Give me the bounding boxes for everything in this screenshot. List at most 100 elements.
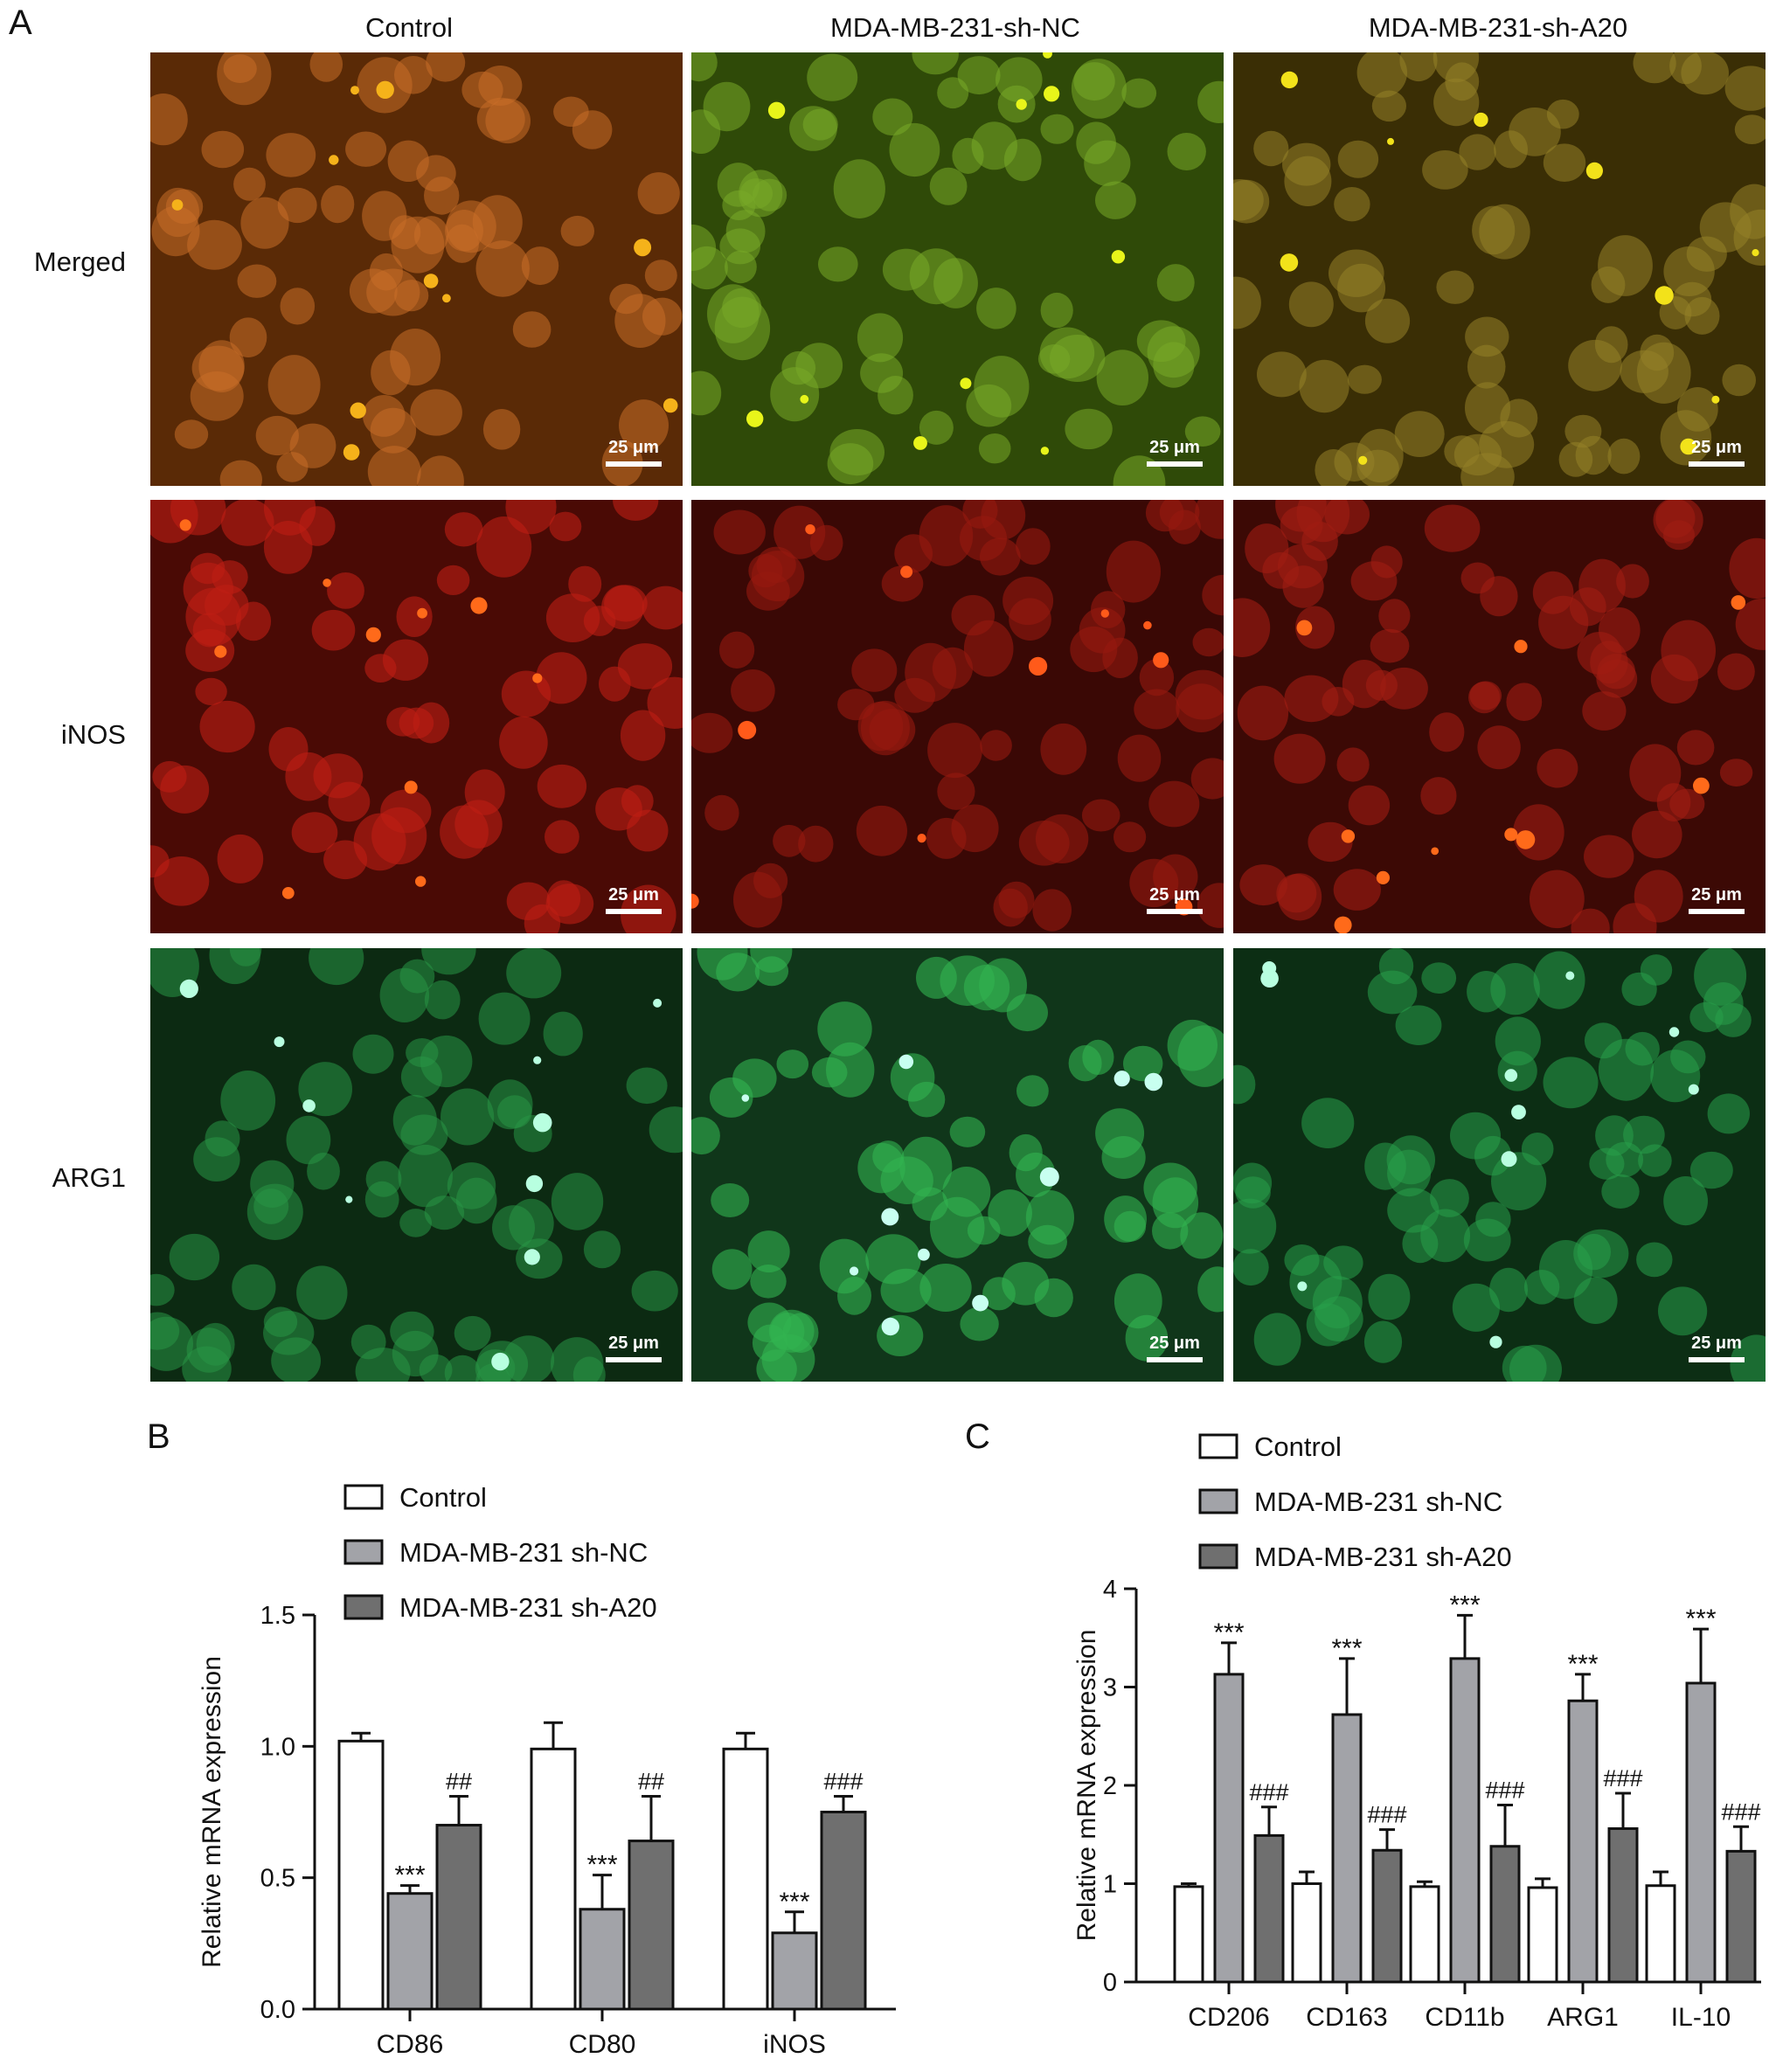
- micrograph-arg1-2: 25 μm: [691, 948, 1224, 1382]
- cell-blob: [1669, 52, 1702, 85]
- scale-bar: 25 μm: [606, 1334, 662, 1362]
- bright-spot: [1143, 620, 1152, 630]
- cell-blob: [1253, 130, 1289, 167]
- cell-blob: [1475, 1202, 1511, 1237]
- cell-blob: [1113, 821, 1147, 853]
- bright-spot: [1296, 620, 1313, 636]
- cell-blob: [1322, 687, 1355, 717]
- cell-blob: [1387, 1149, 1432, 1197]
- cell-blob: [1569, 587, 1606, 627]
- cell-blob: [1607, 438, 1641, 475]
- cell-blob: [1308, 821, 1353, 863]
- bright-spot: [442, 294, 451, 303]
- bright-spot: [350, 86, 359, 95]
- bright-spot: [179, 979, 198, 998]
- bright-spot: [1565, 971, 1575, 981]
- scale-bar-line: [1689, 909, 1745, 914]
- bright-spot: [663, 398, 678, 413]
- cell-blob: [309, 948, 364, 986]
- cell-blob: [773, 824, 806, 857]
- cell-blob: [919, 505, 974, 566]
- cell-blob: [1494, 130, 1528, 169]
- bright-spot: [1387, 137, 1394, 145]
- cell-blob: [392, 1330, 439, 1377]
- cell-blob: [967, 1216, 1001, 1245]
- cell-blob: [1197, 1266, 1224, 1313]
- cell-blob: [1337, 140, 1379, 178]
- column-title-control: Control: [365, 12, 453, 43]
- cell-blob: [1436, 270, 1474, 304]
- scale-bar: 25 μm: [1147, 885, 1203, 914]
- bright-spot: [1680, 438, 1696, 455]
- cell-blob: [286, 1115, 331, 1165]
- cell-blob: [370, 407, 417, 454]
- cell-blob: [919, 1264, 972, 1312]
- cell-blob: [223, 54, 257, 83]
- cell-blob: [174, 419, 209, 449]
- bright-spot: [1585, 162, 1603, 179]
- scale-bar: 25 μm: [1689, 885, 1745, 914]
- cell-blob: [285, 752, 332, 801]
- significance-marker: ###: [823, 1768, 863, 1794]
- cell-blob: [399, 1209, 432, 1237]
- cell-blob: [980, 730, 1012, 761]
- micrograph-arg1-3: 25 μm: [1233, 948, 1766, 1382]
- cell-blob: [642, 586, 683, 630]
- cell-blob: [691, 712, 733, 753]
- bright-spot: [343, 444, 360, 461]
- cell-blob: [978, 433, 1011, 464]
- scale-bar-label: 25 μm: [608, 885, 659, 904]
- cell-blob: [1477, 725, 1521, 770]
- cell-blob: [1365, 669, 1398, 701]
- cell-blob: [1663, 1176, 1708, 1226]
- bright-spot: [365, 627, 381, 642]
- cell-blob: [255, 415, 299, 456]
- cell-blob: [1491, 1152, 1547, 1210]
- bright-spot: [1280, 71, 1298, 89]
- cell-blob: [826, 1042, 875, 1098]
- cell-blob: [818, 246, 858, 282]
- cell-blob: [860, 700, 910, 756]
- cell-blob: [1506, 683, 1543, 721]
- cell-blob: [390, 329, 441, 386]
- legend-label: MDA-MB-231 sh-A20: [399, 1592, 657, 1623]
- bright-spot: [171, 199, 184, 211]
- cell-blob: [1081, 799, 1120, 832]
- cell-blob: [186, 1327, 232, 1373]
- cell-blob: [233, 167, 266, 201]
- cell-blob: [1192, 627, 1224, 657]
- scale-bar-line: [606, 1357, 662, 1362]
- bright-spot: [1044, 86, 1060, 102]
- cell-blob: [327, 572, 364, 609]
- cell-blob: [960, 1306, 999, 1341]
- cell-blob: [1347, 364, 1382, 394]
- cell-blob: [851, 648, 898, 692]
- bar: [771, 1931, 818, 2011]
- cell-blob: [1452, 1283, 1500, 1332]
- cell-blob: [551, 1173, 604, 1230]
- cell-blob: [307, 1153, 340, 1190]
- cell-blob: [1568, 339, 1622, 392]
- bar: [579, 1908, 626, 2011]
- cell-blob: [1467, 971, 1506, 1013]
- column-title-sh-a20: MDA-MB-231-sh-A20: [1368, 12, 1628, 43]
- cell-blob: [1032, 889, 1072, 932]
- micrograph-merged-3: 25 μm: [1233, 52, 1766, 486]
- bright-spot: [1280, 253, 1299, 272]
- cell-blob: [187, 219, 242, 270]
- panel-a-letter: A: [9, 3, 32, 42]
- cell-blob: [691, 246, 728, 290]
- scale-bar-line: [1147, 461, 1203, 467]
- cell-blob: [472, 195, 523, 249]
- cell-blob: [280, 288, 316, 325]
- cell-blob: [1719, 759, 1753, 787]
- panel-b-letter: B: [147, 1417, 170, 1456]
- bright-spot: [918, 1248, 930, 1261]
- cell-blob: [617, 643, 673, 690]
- cell-blob: [1558, 441, 1593, 477]
- cell-blob: [379, 967, 429, 1022]
- cell-blob: [499, 716, 548, 769]
- cell-blob: [572, 110, 613, 149]
- cell-blob: [546, 880, 581, 917]
